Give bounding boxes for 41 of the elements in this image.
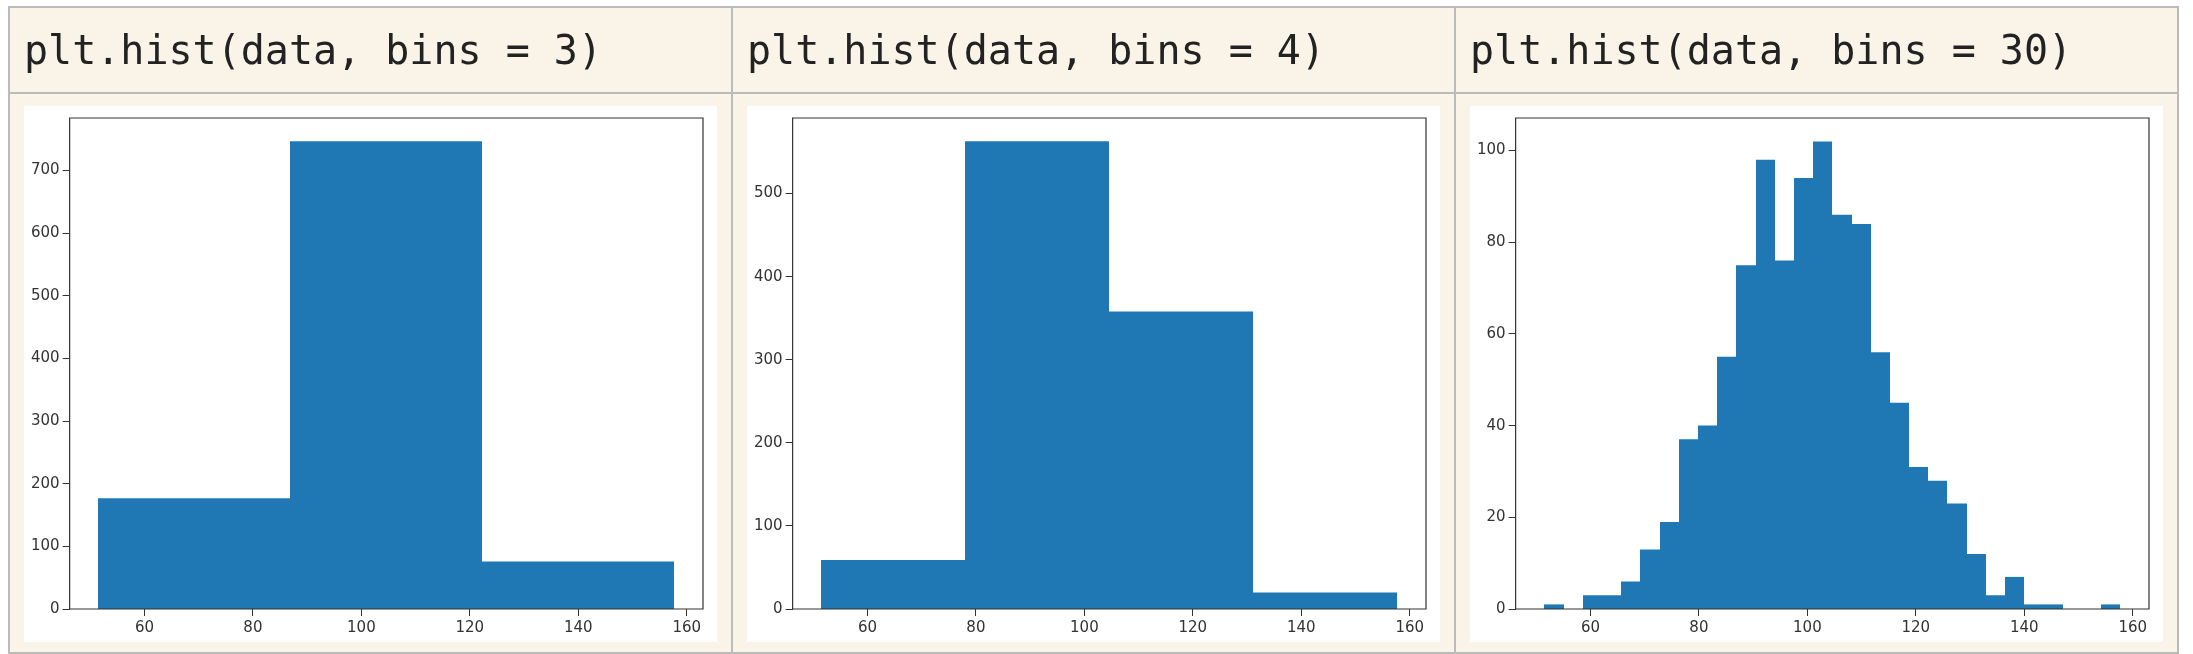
chart-title: plt.hist(data, bins = 30) xyxy=(1456,8,2177,94)
x-tick-label: 160 xyxy=(672,617,702,636)
chart-title: plt.hist(data, bins = 3) xyxy=(10,8,731,94)
y-tick-label: 0 xyxy=(773,598,783,617)
x-tick-label: 160 xyxy=(2118,617,2148,636)
y-tick-label: 80 xyxy=(1486,232,1506,251)
y-tick-label: 100 xyxy=(1476,140,1506,159)
y-tick-label: 500 xyxy=(30,285,60,304)
x-tick-label: 80 xyxy=(966,617,986,636)
x-tick-label: 80 xyxy=(243,617,263,636)
x-tick-label: 100 xyxy=(1070,617,1099,636)
x-tick-label: 120 xyxy=(1178,617,1208,636)
y-tick-label: 400 xyxy=(753,266,783,285)
x-tick-label: 100 xyxy=(1793,617,1822,636)
y-tick-label: 300 xyxy=(753,349,783,368)
y-tick-label: 60 xyxy=(1486,323,1506,342)
y-tick-label: 40 xyxy=(1486,415,1506,434)
y-tick-label: 0 xyxy=(50,598,60,617)
x-tick-label: 140 xyxy=(1286,617,1316,636)
y-tick-label: 0 xyxy=(1496,598,1506,617)
y-tick-label: 20 xyxy=(1486,507,1506,526)
x-tick-label: 140 xyxy=(2009,617,2039,636)
x-tick-label: 120 xyxy=(1901,617,1931,636)
x-tick-label: 60 xyxy=(134,617,155,636)
y-tick-label: 200 xyxy=(753,432,783,451)
y-tick-label: 100 xyxy=(753,515,783,534)
y-tick-label: 300 xyxy=(30,411,60,430)
x-tick-label: 60 xyxy=(857,617,878,636)
y-tick-label: 600 xyxy=(30,223,60,242)
y-tick-label: 200 xyxy=(30,473,60,492)
x-tick-label: 140 xyxy=(563,617,593,636)
chart-title: plt.hist(data, bins = 4) xyxy=(733,8,1454,94)
y-tick-label: 700 xyxy=(30,160,60,179)
y-tick-label: 100 xyxy=(30,536,60,555)
y-tick-label: 400 xyxy=(30,348,60,367)
x-tick-label: 160 xyxy=(1395,617,1425,636)
x-tick-label: 120 xyxy=(455,617,485,636)
x-tick-label: 100 xyxy=(347,617,376,636)
x-tick-label: 60 xyxy=(1580,617,1601,636)
x-tick-label: 80 xyxy=(1689,617,1709,636)
y-tick-label: 500 xyxy=(753,183,783,202)
